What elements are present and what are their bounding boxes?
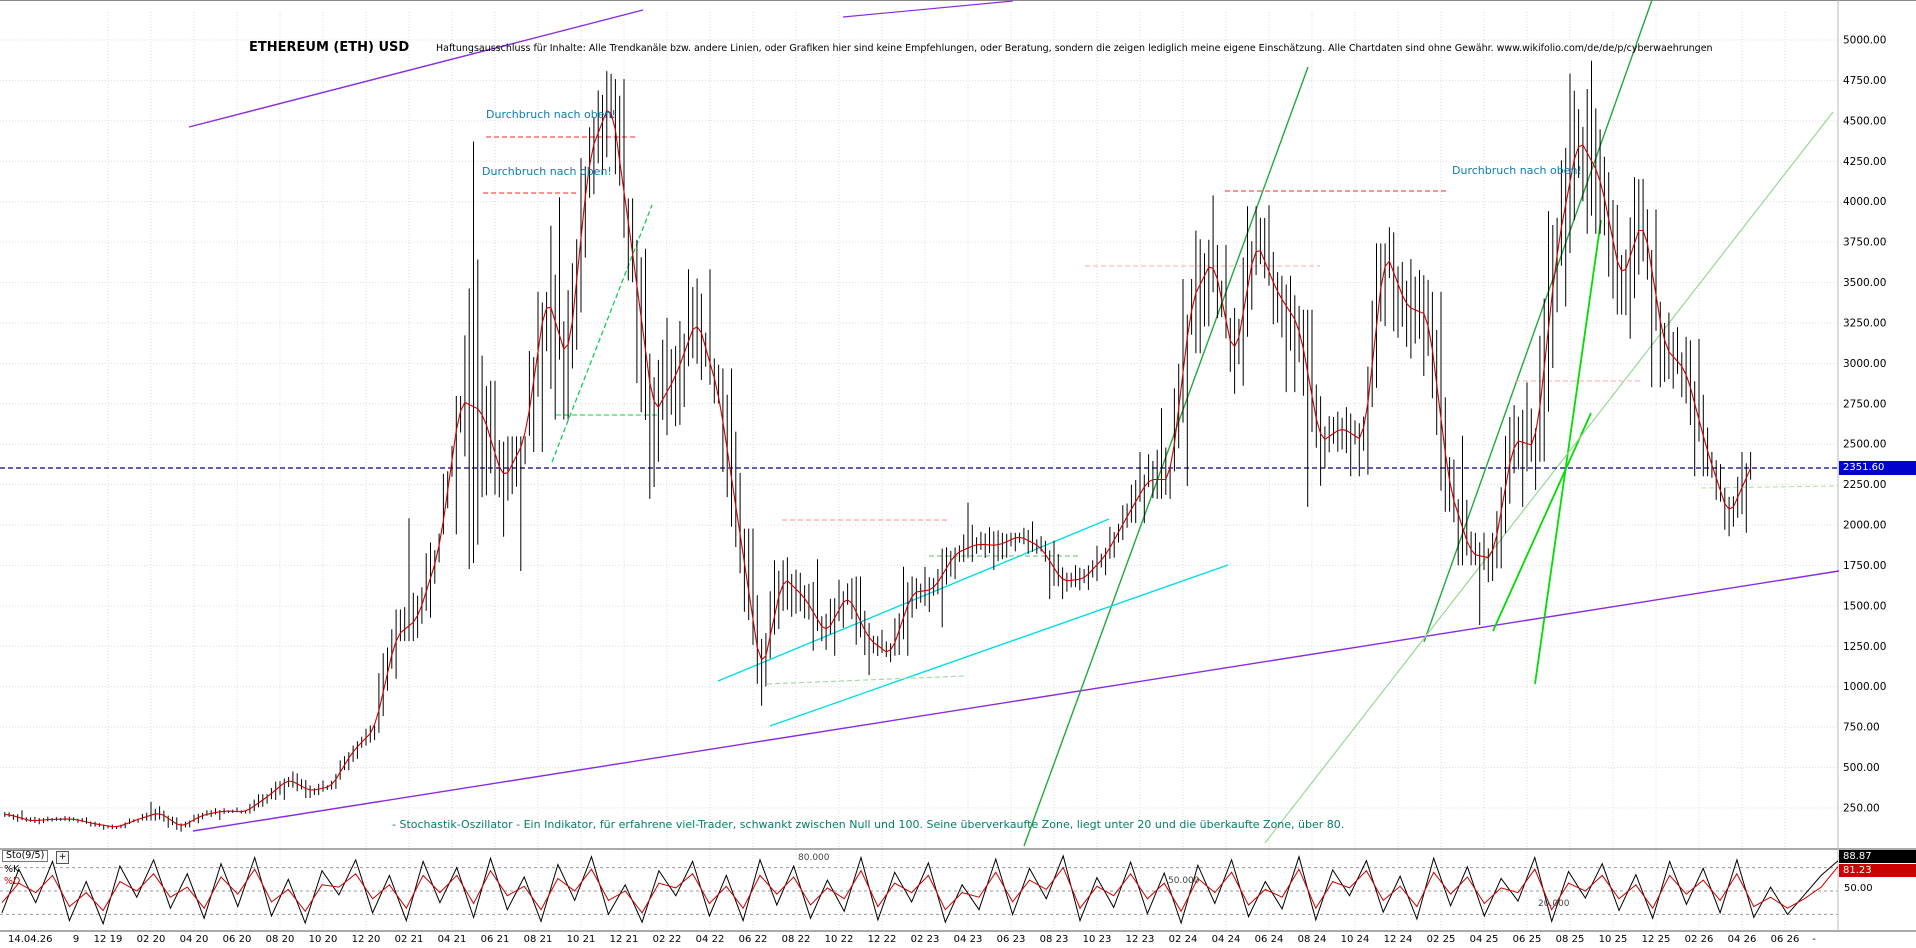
date-axis-label: - — [1812, 934, 1816, 945]
date-axis-label: 06 26 — [1771, 934, 1800, 945]
date-axis-label: 12 21 — [610, 934, 639, 945]
price-axis-label: 750.00 — [1843, 722, 1880, 734]
date-axis-label: 10 25 — [1599, 934, 1628, 945]
date-axis-label: 06 23 — [997, 934, 1026, 945]
date-axis-label: 12 23 — [1126, 934, 1155, 945]
price-axis-label: 3500.00 — [1843, 277, 1886, 289]
price-axis-label: 1000.00 — [1843, 681, 1886, 693]
date-axis-label: 04 22 — [696, 934, 725, 945]
date-axis-label: 06 20 — [223, 934, 252, 945]
date-axis-label: 10 22 — [825, 934, 854, 945]
date-axis-label: 02 24 — [1169, 934, 1198, 945]
disclaimer-text: Haftungsausschluss für Inhalte: Alle Tre… — [436, 43, 1713, 54]
breakout-annotation-1: Durchbruch nach oben! — [486, 108, 616, 121]
price-axis-label: 2750.00 — [1843, 398, 1886, 410]
breakout-annotation-2: Durchbruch nach oben! — [482, 165, 612, 178]
date-axis-label: 02 26 — [1685, 934, 1714, 945]
date-axis-label: 12 24 — [1384, 934, 1413, 945]
price-axis-label: 500.00 — [1843, 762, 1880, 774]
price-axis-label: 3750.00 — [1843, 237, 1886, 249]
stochastic-indicator-label[interactable]: Sto(9/5) — [2, 850, 49, 863]
indicator-expand-button[interactable]: + — [56, 851, 69, 864]
oscillator-ref-20-label: 20.000 — [1538, 899, 1570, 909]
chart-title: ETHEREUM (ETH) USD — [249, 40, 410, 55]
trend-lines — [0, 0, 1840, 847]
date-axis-label: 08 21 — [524, 934, 553, 945]
stochastic-series — [1, 854, 1839, 926]
percent-d-value-badge: 81.23 — [1839, 864, 1916, 877]
date-axis-label: 02 22 — [653, 934, 682, 945]
breakout-annotation-3: Durchbruch nach oben! — [1452, 164, 1582, 177]
date-axis-label: 04 23 — [954, 934, 983, 945]
oscillator-ref-80-label: 80.000 — [798, 853, 830, 863]
price-axis-label: 1250.00 — [1843, 641, 1886, 653]
date-axis-label: 12 25 — [1642, 934, 1671, 945]
price-axis-label: 3250.00 — [1843, 317, 1886, 329]
price-axis-label: 250.00 — [1843, 803, 1880, 815]
oscillator-ref-50-label: 50.000 — [1168, 876, 1200, 886]
date-axis-label: 06 24 — [1255, 934, 1284, 945]
date-axis-label: 02 21 — [395, 934, 424, 945]
current-price-badge: 2351.60 — [1839, 461, 1916, 475]
price-axis-label: 4750.00 — [1843, 75, 1886, 87]
date-axis-label: 12 22 — [868, 934, 897, 945]
price-axis-label: 4500.00 — [1843, 115, 1886, 127]
date-axis-label: 10 21 — [567, 934, 596, 945]
date-axis-label: 08 24 — [1298, 934, 1327, 945]
date-axis-label: 10 20 — [309, 934, 338, 945]
date-axis-label: 02 20 — [137, 934, 166, 945]
date-axis-label: 10 24 — [1341, 934, 1370, 945]
price-axis-label: 1500.00 — [1843, 600, 1886, 612]
price-axis-label: 1750.00 — [1843, 560, 1886, 572]
date-axis-label: 08 23 — [1040, 934, 1069, 945]
percent-d-label: %D — [4, 876, 21, 887]
date-axis-label: 02 25 — [1427, 934, 1456, 945]
date-axis-label: 06 21 — [481, 934, 510, 945]
date-axis-label: 06 22 — [739, 934, 768, 945]
price-axis-label: 4000.00 — [1843, 196, 1886, 208]
date-axis-label: 08 22 — [782, 934, 811, 945]
price-axis-label: 2250.00 — [1843, 479, 1886, 491]
date-axis-label: 06 25 — [1513, 934, 1542, 945]
date-axis-label: 14.04.26 — [8, 934, 53, 945]
price-series — [4, 60, 1752, 832]
percent-k-value-badge: 88.87 — [1839, 850, 1916, 863]
price-axis-label: 2500.00 — [1843, 439, 1886, 451]
price-axis-label: 3000.00 — [1843, 358, 1886, 370]
date-axis-label: 02 23 — [911, 934, 940, 945]
date-axis-label: 10 23 — [1083, 934, 1112, 945]
price-axis-label: 2000.00 — [1843, 520, 1886, 532]
date-axis-label: 08 25 — [1556, 934, 1585, 945]
oscillator-mid-scale-label: 50.00 — [1844, 883, 1873, 894]
date-axis-label: 08 20 — [266, 934, 295, 945]
stochastic-note: - Stochastik-Oszillator - Ein Indikator,… — [392, 818, 1345, 831]
price-axis-label: 4250.00 — [1843, 156, 1886, 168]
price-axis-label: 5000.00 — [1843, 35, 1886, 47]
date-axis-label: 9 — [73, 934, 79, 945]
date-axis-label: 12 20 — [352, 934, 381, 945]
percent-k-label: %K — [4, 864, 20, 875]
date-axis-label: 04 24 — [1212, 934, 1241, 945]
date-axis-label: 04 21 — [438, 934, 467, 945]
date-axis-label: 04 26 — [1728, 934, 1757, 945]
date-axis-label: 04 20 — [180, 934, 209, 945]
date-axis-label: 12 19 — [94, 934, 123, 945]
date-axis-label: 04 25 — [1470, 934, 1499, 945]
axis-labels: 5000.00 4750.00 4500.00 4250.00 4000.00 3750.… — [8, 35, 1886, 946]
